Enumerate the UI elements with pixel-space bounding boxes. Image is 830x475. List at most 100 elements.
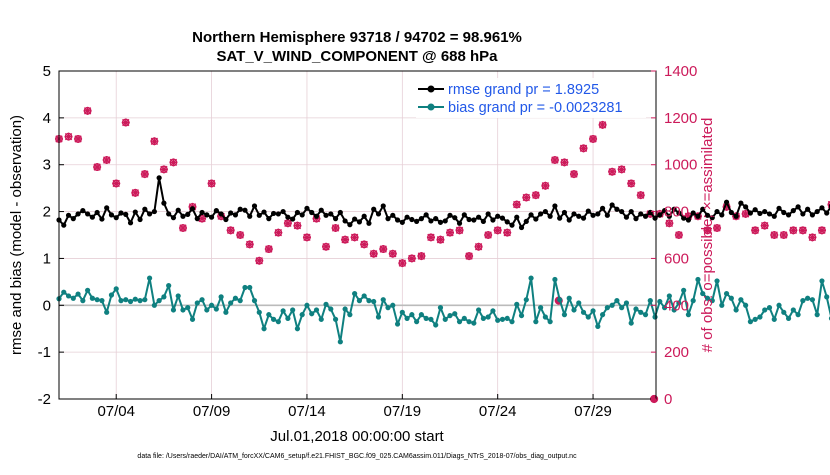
obs-assimilated-marker xyxy=(665,219,674,228)
rmse-point xyxy=(518,224,525,231)
rmse-point xyxy=(437,219,444,225)
obs-assimilated-marker xyxy=(426,233,435,242)
rmse-point xyxy=(509,222,515,228)
bias-point xyxy=(251,298,258,304)
rmse-point xyxy=(151,208,157,215)
obs-assimilated-marker xyxy=(150,137,159,146)
rmse-point xyxy=(566,217,572,223)
y-right-tick-label: 200 xyxy=(664,344,689,361)
rmse-point xyxy=(304,205,310,211)
y-right-tick-label: 1200 xyxy=(664,110,697,127)
bias-point xyxy=(771,316,777,322)
rmse-point xyxy=(647,209,653,216)
obs-assimilated-marker xyxy=(560,158,569,167)
obs-assimilated-marker xyxy=(531,191,540,200)
rmse-point xyxy=(199,209,205,216)
rmse-point xyxy=(428,218,434,224)
rmse-point xyxy=(628,208,634,215)
rmse-point xyxy=(785,212,792,218)
rmse-point xyxy=(766,211,773,217)
rmse-point xyxy=(99,216,105,222)
rmse-point xyxy=(414,218,420,225)
bias-point xyxy=(809,297,816,303)
rmse-point xyxy=(251,203,258,209)
rmse-point xyxy=(638,211,644,217)
bias-point xyxy=(485,314,491,320)
rmse-point xyxy=(719,212,725,218)
obs-assimilated-marker xyxy=(178,223,187,232)
rmse-point xyxy=(123,211,129,217)
rmse-point xyxy=(456,220,463,226)
rmse-point xyxy=(232,212,239,218)
rmse-point xyxy=(743,204,749,210)
obs-assimilated-marker xyxy=(388,249,397,258)
bias-point xyxy=(795,312,801,318)
bias-point xyxy=(194,300,200,306)
obs-assimilated-marker xyxy=(713,223,722,232)
obs-assimilated-marker xyxy=(760,221,769,230)
rmse-point xyxy=(476,214,482,220)
rmse-point xyxy=(261,209,267,215)
obs-assimilated-marker xyxy=(207,179,216,188)
bias-point xyxy=(647,298,653,304)
rmse-point xyxy=(604,212,610,218)
rmse-point xyxy=(228,210,234,216)
rmse-point xyxy=(361,213,367,219)
bias-point xyxy=(127,298,134,305)
obs-assimilated-marker xyxy=(360,240,369,249)
bias-point xyxy=(442,316,448,322)
bias-point xyxy=(623,300,630,306)
rmse-point xyxy=(61,222,67,228)
obs-assimilated-marker xyxy=(64,132,73,141)
rmse-point xyxy=(194,216,200,222)
bias-point xyxy=(347,312,353,318)
rmse-point xyxy=(423,212,429,218)
bias-point xyxy=(657,298,663,305)
obs-assimilated-marker xyxy=(417,252,426,261)
bias-point xyxy=(743,302,749,308)
bias-point xyxy=(585,314,591,320)
bias-point xyxy=(108,292,115,298)
rmse-point xyxy=(65,212,72,218)
rmse-point xyxy=(146,211,153,217)
bias-point xyxy=(590,308,596,314)
rmse-point xyxy=(824,210,830,216)
rmse-point xyxy=(94,209,100,216)
rmse-point xyxy=(795,204,801,210)
bias-point xyxy=(466,319,472,325)
obs-assimilated-marker xyxy=(779,231,788,239)
bias-point xyxy=(595,323,601,329)
rmse-point xyxy=(142,206,148,212)
obs-assimilated-marker xyxy=(341,235,350,244)
rmse-point xyxy=(814,208,820,215)
bias-point xyxy=(542,314,548,320)
rmse-point xyxy=(394,217,401,223)
rmse-point xyxy=(218,211,224,217)
bias-point xyxy=(123,297,129,303)
x-tick-label: 07/24 xyxy=(479,403,517,420)
bias-point xyxy=(619,305,625,311)
bias-point xyxy=(538,305,544,311)
bias-point xyxy=(790,307,796,313)
obs-assimilated-marker xyxy=(589,134,598,143)
bias-point xyxy=(714,278,720,284)
bias-point xyxy=(371,298,377,305)
rmse-point xyxy=(695,213,701,219)
bias-point xyxy=(533,319,539,325)
axis-layer: -2 -1 0 1 2 3 4 5 0 200 400 600 800 1000 1200 1400 07/04… xyxy=(38,63,698,420)
obs-assimilated-marker xyxy=(302,233,311,242)
rmse-point xyxy=(642,213,649,219)
obs-assimilated-marker xyxy=(255,256,264,265)
rmse-point xyxy=(237,206,243,212)
rmse-point xyxy=(571,211,577,217)
bias-point xyxy=(151,302,157,308)
bias-point xyxy=(337,339,343,345)
obs-assimilated-marker xyxy=(770,231,779,239)
obs-assimilated-marker xyxy=(264,245,273,254)
bias-point xyxy=(561,312,568,318)
rmse-point xyxy=(175,207,181,213)
obs-count-layer xyxy=(55,106,830,404)
rmse-point xyxy=(671,206,677,212)
y-left-tick-label: 1 xyxy=(43,250,51,267)
rmse-point xyxy=(242,207,248,213)
